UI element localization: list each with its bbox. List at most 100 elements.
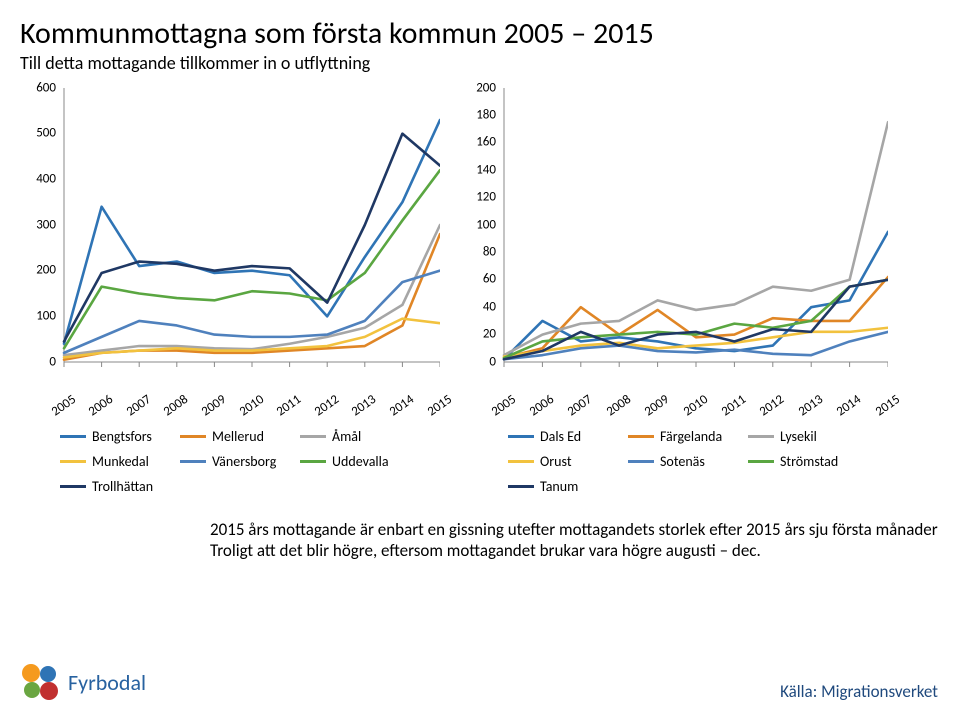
legend-right: Dals Ed Färgelanda Lysekil Orust Sotenäs Strö… xyxy=(508,428,868,495)
footnote: 2015 års mottagande är enbart en gissnin… xyxy=(210,519,940,562)
y-tick-label: 200 xyxy=(476,80,496,95)
chart-left-wrap: 0100200300400500600200520062007200820092… xyxy=(20,88,440,495)
logo-mark-icon xyxy=(20,662,60,702)
x-tick-label: 2014 xyxy=(387,392,417,419)
y-tick-label: 0 xyxy=(49,354,56,369)
y-tick-label: 80 xyxy=(483,244,496,259)
y-tick-label: 400 xyxy=(36,171,56,186)
y-tick-label: 100 xyxy=(36,308,56,323)
legend-item: Bengtsfors xyxy=(60,428,164,445)
y-tick-label: 0 xyxy=(489,354,496,369)
x-tick-label: 2015 xyxy=(424,392,454,419)
y-tick-label: 20 xyxy=(483,327,496,342)
x-tick-label: 2013 xyxy=(349,392,379,419)
x-tick-label: 2008 xyxy=(604,392,634,419)
legend-item: Åmål xyxy=(300,428,404,445)
y-tick-label: 40 xyxy=(483,299,496,314)
logo-dot-icon xyxy=(22,664,40,682)
logo-dot-icon xyxy=(40,682,58,700)
x-tick-label: 2012 xyxy=(312,392,342,419)
legend-item: Sotenäs xyxy=(628,453,732,470)
logo: Fyrbodal xyxy=(20,662,146,702)
y-tick-label: 300 xyxy=(36,217,56,232)
legend-label: Uddevalla xyxy=(332,453,389,470)
footnote-line2: Troligt att det blir högre, eftersom mot… xyxy=(210,540,761,561)
legend-item: Dals Ed xyxy=(508,428,612,445)
legend-label: Åmål xyxy=(332,428,361,445)
legend-label: Munkedal xyxy=(92,453,149,470)
y-tick-label: 500 xyxy=(36,126,56,141)
legend-item: Tanum xyxy=(508,478,612,495)
x-tick-label: 2014 xyxy=(834,392,864,419)
legend-item: Lysekil xyxy=(748,428,852,445)
legend-label: Trollhättan xyxy=(92,478,153,495)
legend-label: Dals Ed xyxy=(540,428,581,445)
legend-label: Lysekil xyxy=(780,428,817,445)
x-tick-label: 2015 xyxy=(872,392,902,419)
legend-label: Sotenäs xyxy=(660,453,705,470)
x-tick-label: 2010 xyxy=(236,392,266,419)
chart-left: 0100200300400500600200520062007200820092… xyxy=(20,88,440,388)
source-label: Källa: Migrationsverket xyxy=(780,681,938,702)
legend-swatch-icon xyxy=(508,460,534,463)
legend-item: Strömstad xyxy=(748,453,852,470)
legend-swatch-icon xyxy=(180,460,206,463)
legend-item: Orust xyxy=(508,453,612,470)
y-tick-label: 200 xyxy=(36,263,56,278)
chart-right: 0204060801001201401601802002005200620072… xyxy=(468,88,888,388)
legend-item: Mellerud xyxy=(180,428,284,445)
legend-swatch-icon xyxy=(180,435,206,438)
legend-label: Orust xyxy=(540,453,572,470)
legend-item: Vänersborg xyxy=(180,453,284,470)
x-tick-label: 2012 xyxy=(757,392,787,419)
x-tick-label: 2005 xyxy=(48,392,78,419)
legend-swatch-icon xyxy=(60,485,86,488)
y-tick-label: 180 xyxy=(476,107,496,122)
y-tick-label: 120 xyxy=(476,190,496,205)
legend-swatch-icon xyxy=(60,435,86,438)
x-tick-label: 2009 xyxy=(199,392,229,419)
x-tick-label: 2011 xyxy=(719,392,749,419)
legend-label: Tanum xyxy=(540,478,578,495)
x-tick-label: 2006 xyxy=(527,392,557,419)
y-tick-label: 160 xyxy=(476,135,496,150)
legend-item: Uddevalla xyxy=(300,453,404,470)
x-tick-label: 2009 xyxy=(642,392,672,419)
y-tick-label: 60 xyxy=(483,272,496,287)
y-tick-label: 600 xyxy=(36,80,56,95)
legend-swatch-icon xyxy=(628,435,654,438)
x-tick-label: 2007 xyxy=(565,392,595,419)
logo-text: Fyrbodal xyxy=(68,669,146,696)
logo-dot-icon xyxy=(24,682,40,698)
charts-row: 0100200300400500600200520062007200820092… xyxy=(20,88,940,495)
legend-left: Bengtsfors Mellerud Åmål Munkedal Vänersborg… xyxy=(60,428,420,495)
legend-swatch-icon xyxy=(748,460,774,463)
legend-label: Mellerud xyxy=(212,428,264,445)
legend-item: Färgelanda xyxy=(628,428,732,445)
legend-item: Munkedal xyxy=(60,453,164,470)
legend-swatch-icon xyxy=(628,460,654,463)
x-tick-label: 2013 xyxy=(796,392,826,419)
x-tick-label: 2011 xyxy=(274,392,304,419)
slide: Kommunmottagna som första kommun 2005 – … xyxy=(0,0,960,720)
legend-swatch-icon xyxy=(508,485,534,488)
legend-label: Färgelanda xyxy=(660,428,722,445)
legend-swatch-icon xyxy=(508,435,534,438)
legend-swatch-icon xyxy=(300,460,326,463)
chart-right-wrap: 0204060801001201401601802002005200620072… xyxy=(468,88,888,495)
x-tick-label: 2007 xyxy=(124,392,154,419)
x-tick-label: 2010 xyxy=(680,392,710,419)
y-tick-label: 100 xyxy=(476,217,496,232)
logo-dot-icon xyxy=(40,666,56,682)
x-tick-label: 2005 xyxy=(488,392,518,419)
legend-swatch-icon xyxy=(60,460,86,463)
y-tick-label: 140 xyxy=(476,162,496,177)
x-tick-label: 2008 xyxy=(161,392,191,419)
legend-swatch-icon xyxy=(748,435,774,438)
footnote-line1: 2015 års mottagande är enbart en gissnin… xyxy=(210,519,938,540)
legend-item: Trollhättan xyxy=(60,478,164,495)
legend-label: Bengtsfors xyxy=(92,428,152,445)
legend-swatch-icon xyxy=(300,435,326,438)
page-subtitle: Till detta mottagande tillkommer in o ut… xyxy=(20,52,940,74)
page-title: Kommunmottagna som första kommun 2005 – … xyxy=(20,18,940,50)
